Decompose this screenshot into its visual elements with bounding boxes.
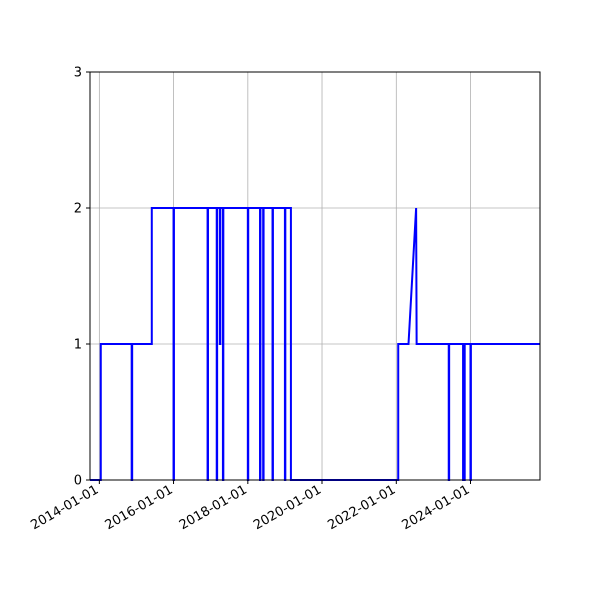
series-point: [272, 208, 273, 209]
y-tick-label: 3: [74, 66, 82, 81]
series-point: [220, 208, 221, 209]
series-point: [151, 208, 152, 209]
series-point: [416, 208, 417, 209]
plot-frame: [89, 71, 541, 481]
series-point: [263, 208, 264, 209]
y-tick-label: 2: [74, 202, 82, 217]
series-point: [463, 344, 464, 345]
series-point: [408, 344, 409, 345]
series-point: [464, 344, 465, 345]
y-tick-label: 1: [74, 338, 82, 353]
series-point: [173, 208, 174, 209]
series-point: [223, 208, 224, 209]
series-point: [290, 208, 291, 209]
series-point: [398, 344, 399, 345]
series-point: [416, 344, 417, 345]
series-point: [100, 344, 101, 345]
series-point: [248, 208, 249, 209]
y-tick-label: 0: [74, 474, 82, 489]
series-point: [470, 344, 471, 345]
series-point: [217, 208, 218, 209]
series-point: [207, 208, 208, 209]
series-point: [132, 344, 133, 345]
series-point: [220, 344, 221, 345]
series-point: [449, 344, 450, 345]
series-point: [260, 208, 261, 209]
series-point: [151, 344, 152, 345]
y-axis: 0 1 2 3: [74, 66, 90, 489]
series-point: [285, 208, 286, 209]
